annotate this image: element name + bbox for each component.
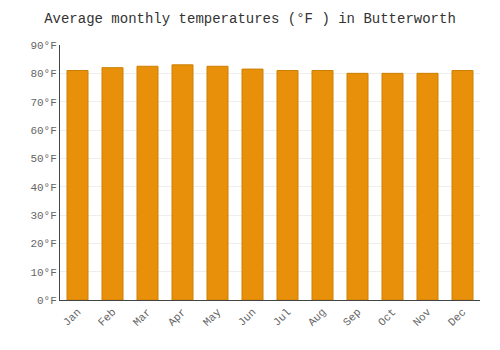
svg-text:Oct: Oct: [376, 306, 398, 328]
svg-text:May: May: [201, 306, 224, 329]
svg-text:40°F: 40°F: [30, 182, 56, 194]
svg-text:80°F: 80°F: [30, 68, 56, 80]
svg-text:Dec: Dec: [446, 306, 468, 328]
svg-text:Jul: Jul: [271, 306, 293, 328]
svg-text:90°F: 90°F: [30, 40, 56, 52]
svg-text:70°F: 70°F: [30, 97, 56, 109]
svg-text:Mar: Mar: [131, 306, 153, 328]
svg-text:Jan: Jan: [61, 306, 83, 328]
svg-text:Aug: Aug: [306, 306, 328, 328]
svg-text:Apr: Apr: [166, 306, 188, 328]
svg-text:Average monthly temperatures (: Average monthly temperatures (°F ) in Bu…: [44, 11, 456, 27]
svg-text:30°F: 30°F: [30, 210, 56, 222]
svg-text:Feb: Feb: [96, 306, 118, 328]
svg-text:Nov: Nov: [411, 306, 434, 329]
svg-text:Sep: Sep: [341, 306, 363, 328]
svg-text:60°F: 60°F: [30, 125, 56, 137]
svg-text:10°F: 10°F: [30, 267, 56, 279]
svg-text:Jun: Jun: [236, 306, 258, 328]
svg-text:50°F: 50°F: [30, 153, 56, 165]
svg-text:20°F: 20°F: [30, 238, 56, 250]
svg-text:0°F: 0°F: [37, 295, 57, 307]
